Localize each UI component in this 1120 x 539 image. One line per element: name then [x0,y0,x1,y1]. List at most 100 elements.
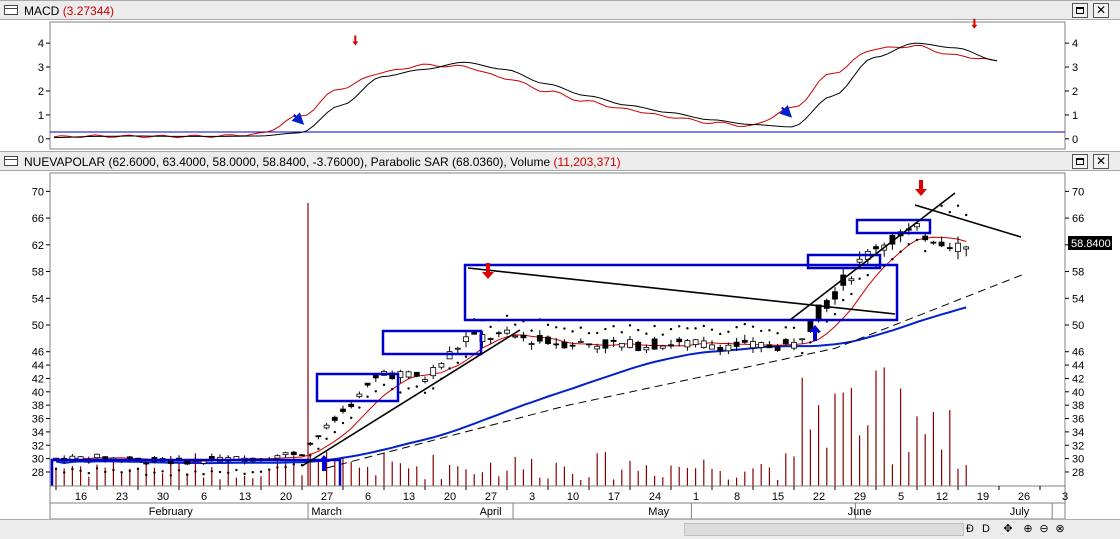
sar-dot [965,213,968,217]
price-label: NUEVAPOLAR (62.6000, 63.4000, 58.0000, 5… [24,155,551,169]
candle-body [340,408,346,412]
zoom-out-icon[interactable]: ⊖ [1039,523,1049,535]
x-month-label: June [848,506,872,518]
sar-dot [153,471,156,474]
candle-body [602,339,609,349]
macd-y-tick-left: 3 [38,62,44,74]
x-day-label: 13 [403,491,415,503]
trendline [914,204,1022,238]
candle-body [282,452,289,456]
trendlines [301,192,1022,467]
x-day-label: 24 [649,491,661,503]
macd-y-tick-right: 0 [1072,134,1078,146]
sar-dot [177,469,181,472]
pan-icon[interactable]: ✥ [1003,523,1013,535]
sar-dot [891,257,894,261]
sar-dot [579,326,582,329]
price-y-tick-left: 50 [32,320,44,332]
reset-zoom-icon[interactable]: ⊗ [1055,523,1065,535]
candle-body [955,242,961,252]
horizontal-scrollbar[interactable] [684,523,964,536]
sar-dot [391,387,394,391]
macd-buy-arrow [779,105,793,118]
macd-y-tick-left: 0 [38,134,44,146]
x-day-label: 3 [529,491,535,503]
macd-sell-arrow [352,35,359,46]
maximize-button[interactable] [1072,3,1088,18]
candle-body [512,335,519,338]
price-y-tick-left: 58 [32,267,44,279]
day-period-icon[interactable]: D [982,523,990,535]
price-y-tick-right: 50 [1072,320,1084,332]
sar-dot [358,406,361,409]
x-day-label: 15 [772,491,784,503]
sar-dot [866,273,869,277]
candle-body [405,371,412,378]
sar-dot [686,327,689,330]
macd-y-tick-right: 3 [1072,62,1078,74]
price-y-tick-right: 30 [1072,454,1084,466]
x-day-label: 12 [936,491,948,503]
price-y-tick-left: 34 [32,427,44,439]
candle-body [364,382,371,386]
candle-body [651,338,658,350]
macd-y-tick-right: 4 [1072,38,1078,50]
candle-body [413,371,420,377]
x-day-label: 29 [854,491,866,503]
candle-body [504,329,510,334]
price-y-tick-left: 32 [32,440,44,452]
sar-dot [702,324,705,328]
price-y-tick-left: 36 [32,414,44,426]
parabolic-sar-dots [54,204,968,477]
x-day-label: 27 [485,491,497,503]
candle-body [774,346,781,351]
x-day-label: 27 [321,491,333,503]
sar-dot [169,474,172,477]
x-day-label: 26 [1018,491,1030,503]
x-month-label: May [648,506,669,518]
sar-dot [801,351,804,355]
sar-dot [604,327,607,331]
candle-body [545,336,551,344]
consolidation-box [463,263,899,322]
x-month-label: February [149,506,194,518]
sar-dot [645,332,648,335]
sar-dot [423,391,427,394]
consolidation-box [381,329,483,356]
sar-dot [530,329,533,332]
trendline [467,267,896,315]
sar-dot [309,454,312,457]
candle-body [668,344,674,347]
close-button[interactable]: ✕ [1093,3,1109,18]
consolidation-box [855,218,932,235]
sar-dot [341,421,345,425]
maximize-button[interactable] [1072,154,1088,169]
sar-dot [924,249,927,253]
sar-dot [956,204,960,207]
price-title: NUEVAPOLAR (62.6000, 63.4000, 58.0000, 5… [24,152,621,172]
candle-body [446,351,453,360]
macd-y-tick-right: 2 [1072,86,1078,98]
buy-arrow [318,455,330,471]
sar-dot [407,387,410,390]
sar-dot [333,430,336,434]
candle-body [495,332,502,335]
close-button[interactable]: ✕ [1093,154,1109,169]
sar-dot [350,416,353,420]
sar-dot [907,243,910,246]
zoom-in-icon[interactable]: ⊕ [1023,523,1033,535]
sar-dot [694,327,697,330]
sar-dot [366,395,369,398]
price-y-tick-right: 40 [1072,387,1084,399]
candle-body [569,344,576,347]
sar-dot [104,470,107,474]
candle-body [643,347,650,351]
candle-body [832,291,838,300]
sar-dot [743,322,746,326]
first-bar-icon[interactable]: Ð [966,523,974,535]
sar-dot [235,468,238,472]
candle-body [331,416,338,421]
